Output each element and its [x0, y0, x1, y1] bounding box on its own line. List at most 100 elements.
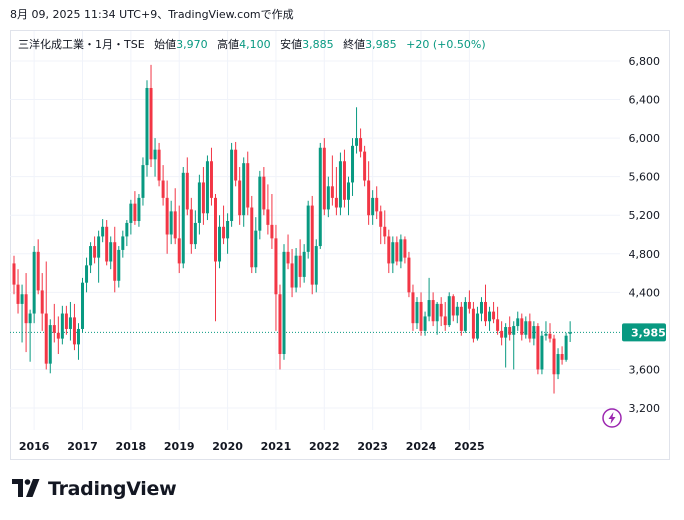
candle-body — [508, 327, 512, 335]
candle — [226, 213, 230, 254]
candle-body — [12, 263, 16, 285]
low-value: 3,885 — [302, 38, 334, 51]
candle — [85, 257, 89, 293]
candle-body — [218, 226, 222, 262]
candle — [254, 217, 258, 274]
candle — [250, 195, 254, 274]
candle-body — [222, 226, 226, 239]
candle — [568, 321, 572, 342]
candle — [121, 230, 125, 258]
candle — [109, 236, 113, 270]
candle-body — [40, 290, 44, 314]
candle-body — [290, 263, 294, 288]
candle-body — [262, 176, 266, 210]
candle — [391, 236, 395, 274]
candle — [40, 273, 44, 331]
x-tick-label: 2020 — [212, 440, 243, 453]
candle — [524, 316, 528, 339]
candle-body — [72, 317, 76, 345]
y-tick-label: 4,400 — [629, 286, 661, 299]
candle — [302, 244, 306, 283]
candle-body — [411, 292, 415, 324]
candle-body — [504, 327, 508, 338]
candle — [552, 334, 556, 394]
symbol-name: 三洋化成工業・1月・TSE — [18, 38, 145, 51]
candle-body — [379, 211, 383, 227]
y-axis-ticks: 6,800 6,400 6,000 5,600 5,200 4,800 4,400 3,600… — [629, 55, 661, 415]
candle — [197, 174, 201, 235]
candle — [36, 239, 40, 295]
candle — [201, 167, 205, 225]
candle — [443, 301, 447, 331]
candle-body — [238, 180, 242, 216]
candle-body — [185, 172, 189, 210]
candle-body — [197, 182, 201, 223]
y-tick-label: 6,400 — [629, 94, 661, 107]
candle-body — [351, 145, 355, 183]
candle — [359, 128, 363, 158]
candle-body — [93, 246, 97, 258]
x-tick-label: 2016 — [19, 440, 50, 453]
candle — [93, 236, 97, 264]
candle-body — [342, 161, 346, 200]
candle-body — [500, 330, 504, 338]
candle — [141, 157, 145, 206]
candle-body — [121, 236, 125, 250]
chart-panel[interactable] — [10, 30, 670, 460]
candle — [479, 297, 483, 322]
candle — [60, 305, 64, 345]
candle — [205, 155, 209, 221]
candle — [246, 151, 250, 216]
candle — [471, 301, 475, 343]
y-tick-label: 5,600 — [629, 171, 661, 184]
lightning-icon[interactable] — [602, 408, 622, 428]
candle-body — [193, 222, 197, 245]
candle — [326, 176, 330, 218]
candle-body — [76, 328, 80, 345]
candle — [556, 348, 560, 380]
candle — [455, 301, 459, 324]
candle-body — [89, 246, 93, 266]
price-chart[interactable]: 6,800 6,400 6,000 5,600 5,200 4,800 4,400 3,600… — [0, 0, 684, 470]
candle-body — [560, 354, 564, 360]
candle-body — [145, 87, 149, 166]
tradingview-brand[interactable]: TradingView — [12, 478, 177, 500]
candle — [346, 176, 350, 216]
candle — [540, 330, 544, 375]
candle-body — [201, 182, 205, 214]
candle-body — [318, 147, 322, 247]
candle — [560, 346, 564, 365]
y-tick-label: 3,600 — [629, 363, 661, 376]
y-tick-label: 6,000 — [629, 132, 661, 145]
candle — [177, 205, 181, 274]
candle — [375, 186, 379, 220]
candle-body — [512, 326, 516, 335]
candle — [137, 194, 141, 227]
candle-body — [141, 165, 145, 198]
candle — [129, 199, 133, 235]
candle — [379, 205, 383, 245]
x-tick-label: 2025 — [454, 440, 485, 453]
candle-body — [371, 197, 375, 216]
candle-body — [399, 239, 403, 262]
candle — [306, 200, 310, 259]
candle — [330, 155, 334, 206]
candle — [270, 194, 274, 249]
candle — [149, 64, 153, 168]
candle-body — [330, 186, 334, 198]
candle — [504, 323, 508, 368]
candle-body — [153, 149, 157, 160]
candle-body — [334, 197, 338, 208]
close-label: 終値 — [343, 38, 366, 51]
candle-body — [484, 301, 488, 322]
candle-body — [298, 255, 302, 277]
x-tick-label: 2021 — [261, 440, 292, 453]
candle — [262, 167, 266, 216]
candle-body — [367, 180, 371, 216]
chart-caption: 8月 09, 2025 11:34 UTC+9、TradingView.comで… — [10, 8, 294, 21]
candle-body — [322, 147, 326, 210]
candle — [411, 284, 415, 331]
candle-body — [528, 321, 532, 339]
candle — [492, 301, 496, 324]
candle — [415, 297, 419, 329]
